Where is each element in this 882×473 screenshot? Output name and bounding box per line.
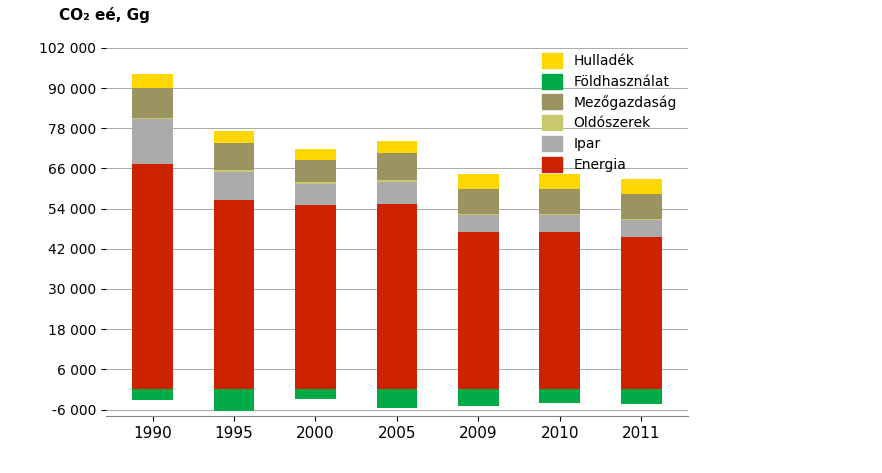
Bar bbox=[621, 237, 662, 389]
Bar bbox=[540, 389, 580, 403]
Text: CO₂ eé, Gg: CO₂ eé, Gg bbox=[59, 7, 150, 23]
Bar bbox=[377, 389, 417, 408]
Bar bbox=[213, 389, 254, 411]
Bar bbox=[132, 117, 173, 119]
Bar bbox=[621, 193, 662, 219]
Bar bbox=[213, 172, 254, 200]
Bar bbox=[377, 140, 417, 153]
Bar bbox=[621, 219, 662, 220]
Bar bbox=[213, 170, 254, 172]
Bar bbox=[295, 149, 336, 160]
Bar bbox=[213, 143, 254, 170]
Bar bbox=[377, 203, 417, 389]
Bar bbox=[132, 74, 173, 88]
Bar bbox=[132, 119, 173, 165]
Bar bbox=[458, 175, 498, 189]
Bar bbox=[458, 389, 498, 405]
Bar bbox=[540, 189, 580, 214]
Bar bbox=[132, 165, 173, 389]
Bar bbox=[540, 214, 580, 215]
Bar bbox=[377, 182, 417, 203]
Bar bbox=[458, 189, 498, 214]
Bar bbox=[377, 153, 417, 180]
Bar bbox=[295, 205, 336, 389]
Bar bbox=[295, 389, 336, 400]
Bar bbox=[132, 88, 173, 117]
Bar bbox=[458, 232, 498, 389]
Bar bbox=[540, 215, 580, 232]
Bar bbox=[377, 180, 417, 182]
Bar bbox=[295, 182, 336, 184]
Bar bbox=[213, 131, 254, 143]
Bar bbox=[621, 179, 662, 193]
Legend: Hulladék, Földhasználat, Mezőgazdaság, Oldószerek, Ipar, Energia: Hulladék, Földhasználat, Mezőgazdaság, O… bbox=[537, 49, 681, 176]
Bar bbox=[621, 389, 662, 403]
Bar bbox=[295, 160, 336, 182]
Bar bbox=[458, 214, 498, 215]
Bar bbox=[458, 215, 498, 232]
Bar bbox=[213, 200, 254, 389]
Bar bbox=[540, 232, 580, 389]
Bar bbox=[295, 184, 336, 205]
Bar bbox=[132, 389, 173, 400]
Bar bbox=[540, 175, 580, 189]
Bar bbox=[621, 220, 662, 237]
